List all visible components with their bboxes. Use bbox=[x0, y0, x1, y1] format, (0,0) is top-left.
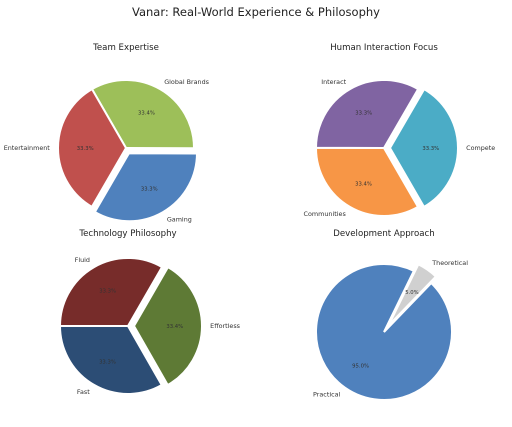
slice-label-entertainment: Entertainment bbox=[4, 144, 51, 152]
slice-label-gaming: Gaming bbox=[167, 215, 192, 223]
slice-percent-label: 33.3% bbox=[77, 146, 94, 152]
pie-panels: Team Expertise 33.4% Global Brands 33.3% Gam… bbox=[4, 43, 496, 401]
chart-title: Development Approach bbox=[333, 229, 434, 239]
slice-percent-label: 95.0% bbox=[352, 363, 369, 369]
slice-percent-label: 33.3% bbox=[99, 289, 116, 295]
pie-chart-technology-philosophy: Technology Philosophy 33.4% Effortless 33.3… bbox=[58, 229, 241, 396]
pie-slice-interact bbox=[314, 79, 420, 150]
slice-label-practical: Practical bbox=[313, 390, 341, 398]
slice-percent-label: 33.4% bbox=[166, 324, 183, 330]
slice-label-interact: Interact bbox=[321, 78, 346, 86]
pie-slice-entertainment bbox=[57, 87, 128, 209]
pie-slice-theoretical bbox=[387, 262, 438, 327]
pie-chart-human-interaction-focus: Human Interaction Focus 33.4% Communities 3… bbox=[304, 43, 496, 218]
slice-percent-label: 33.3% bbox=[141, 187, 158, 193]
pie-slice-fluid bbox=[58, 257, 164, 328]
chart-title: Team Expertise bbox=[92, 43, 159, 53]
pie-slice-communities bbox=[315, 146, 420, 217]
slice-label-theoretical: Theoretical bbox=[431, 259, 468, 267]
slice-label-fluid: Fluid bbox=[75, 256, 90, 264]
pie-slice-global-brands bbox=[90, 79, 195, 150]
pie-slice-effortless bbox=[132, 265, 203, 387]
pie-chart-team-expertise: Team Expertise 33.4% Global Brands 33.3% Gam… bbox=[4, 43, 210, 223]
chart-title: Human Interaction Focus bbox=[330, 43, 438, 53]
slice-percent-label: 5.0% bbox=[405, 290, 418, 296]
chart-title: Technology Philosophy bbox=[78, 229, 176, 239]
slice-label-communities: Communities bbox=[304, 210, 347, 218]
pie-slice-fast bbox=[58, 324, 164, 395]
slice-percent-label: 33.3% bbox=[355, 111, 372, 117]
slice-percent-label: 33.4% bbox=[355, 181, 372, 187]
pie-slice-compete bbox=[388, 87, 459, 209]
slice-label-global-brands: Global Brands bbox=[164, 78, 209, 86]
pie-slice-gaming bbox=[93, 152, 198, 223]
slice-label-fast: Fast bbox=[77, 388, 90, 396]
slice-label-compete: Compete bbox=[466, 144, 495, 152]
slice-percent-label: 33.3% bbox=[99, 359, 116, 365]
slice-label-effortless: Effortless bbox=[210, 322, 241, 330]
slice-percent-label: 33.3% bbox=[422, 146, 439, 152]
pie-slice-practical bbox=[315, 263, 453, 401]
figure-title: Vanar: Real-World Experience & Philosoph… bbox=[132, 5, 380, 19]
pie-chart-development-approach: Development Approach 5.0% Theoretical 95.0%… bbox=[313, 229, 468, 401]
slice-percent-label: 33.4% bbox=[138, 111, 155, 117]
